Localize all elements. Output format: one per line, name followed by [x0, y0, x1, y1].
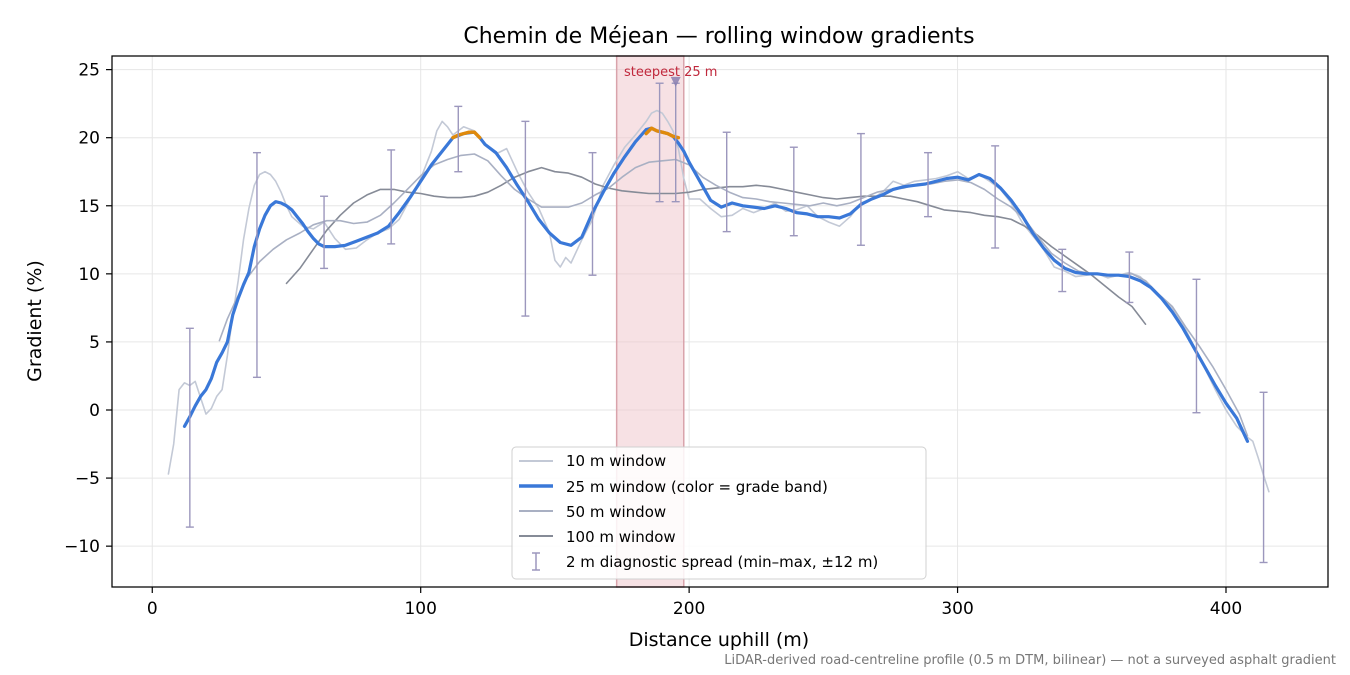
diagnostic-errorbars — [185, 76, 1268, 564]
footnote: LiDAR-derived road-centreline profile (0… — [724, 653, 1336, 668]
x-tick-label: 0 — [147, 599, 158, 619]
y-tick-label: 20 — [78, 129, 100, 149]
y-tick-label: 0 — [89, 401, 100, 421]
steep-segment-0 — [451, 130, 482, 140]
errorbar — [655, 82, 664, 203]
errorbar — [856, 132, 865, 246]
errorbar — [387, 149, 396, 245]
x-axis-label: Distance uphill (m) — [629, 629, 809, 651]
plot-frame — [111, 55, 1329, 588]
legend-label-10m: 10 m window — [566, 452, 666, 470]
legend-entry-25m: 25 m window (color = grade band) — [519, 478, 828, 496]
errorbar — [1192, 278, 1201, 414]
errorbar — [252, 151, 261, 379]
errorbar — [185, 327, 194, 528]
legend-label-100m: 100 m window — [566, 528, 676, 546]
y-tick-label: −10 — [64, 537, 100, 557]
legend-entry-10m: 10 m window — [519, 452, 666, 470]
series-line-w100 — [285, 166, 1147, 325]
legend-entry-errorbar: 2 m diagnostic spread (min–max, ±12 m) — [532, 552, 878, 571]
x-tick-label: 400 — [1210, 599, 1242, 619]
errorbar — [320, 195, 329, 270]
y-tick-label: 10 — [78, 265, 100, 285]
errorbar — [1259, 391, 1268, 564]
legend-label-50m: 50 m window — [566, 503, 666, 521]
legend: 10 m window 25 m window (color = grade b… — [511, 446, 927, 580]
steep-segment-1 — [644, 126, 681, 140]
legend-label-errorbar: 2 m diagnostic spread (min–max, ±12 m) — [566, 553, 878, 571]
highlight-annotation: steepest 25 m — [624, 65, 717, 80]
legend-label-25m: 25 m window (color = grade band) — [566, 478, 828, 496]
series-line-w50 — [218, 153, 1249, 437]
errorbar — [521, 120, 530, 317]
errorbar — [789, 146, 798, 237]
legend-box — [511, 446, 927, 580]
x-tick-label: 100 — [404, 599, 436, 619]
x-tick-label: 200 — [673, 599, 705, 619]
y-axis-label: Gradient (%) — [24, 260, 46, 382]
axis-ticks: 0 100 200 300 400 −10 −5 0 5 10 15 20 25 — [64, 61, 1242, 619]
chart-title: Chemin de Méjean — rolling window gradie… — [463, 24, 974, 49]
errorbar — [454, 105, 463, 173]
errorbar — [924, 151, 933, 218]
steepest-marker — [670, 76, 681, 87]
y-tick-label: 15 — [78, 197, 100, 217]
y-tick-label: −5 — [75, 469, 100, 489]
series-line-w10 — [167, 109, 1270, 493]
errorbar — [588, 151, 597, 276]
errorbar — [722, 131, 731, 233]
errorbar — [1125, 251, 1134, 304]
errorbar — [1058, 248, 1067, 293]
errorbar — [991, 145, 1000, 249]
legend-entry-50m: 50 m window — [519, 503, 666, 521]
y-tick-label: 25 — [78, 61, 100, 81]
x-tick-label: 300 — [941, 599, 973, 619]
legend-entry-100m: 100 m window — [519, 528, 676, 546]
series-lines — [167, 109, 1270, 493]
y-tick-label: 5 — [89, 333, 100, 353]
